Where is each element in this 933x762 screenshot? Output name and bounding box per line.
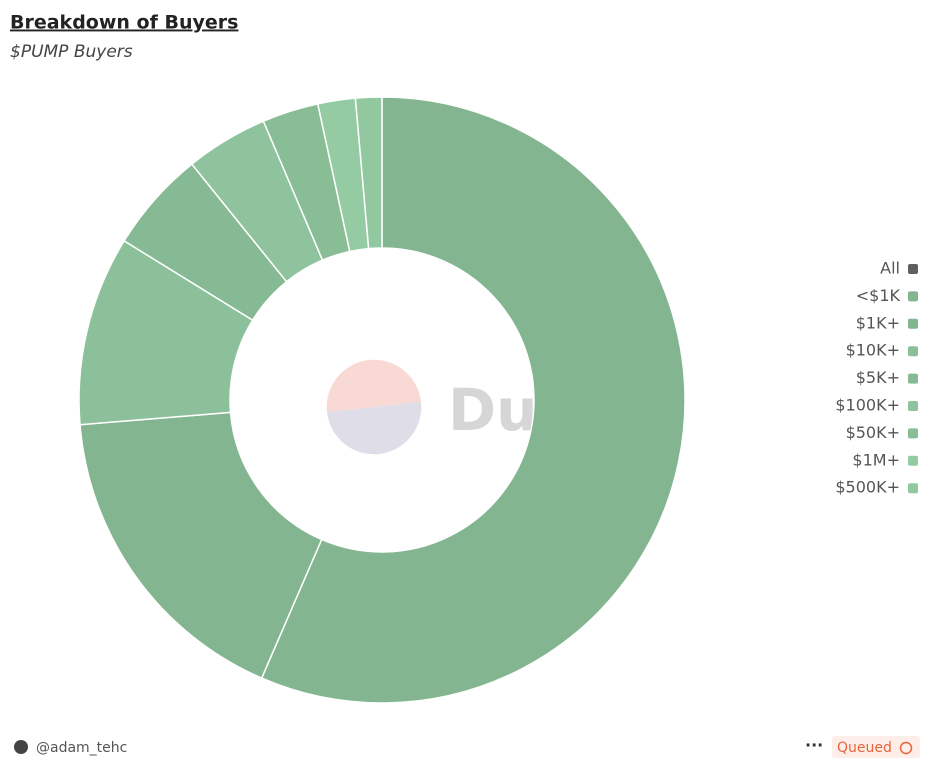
legend-swatch [908, 373, 918, 384]
legend-label[interactable]: $1M+ [852, 450, 900, 469]
status-badge [832, 736, 920, 758]
slice [79, 411, 323, 680]
legend-label[interactable]: $1K+ [856, 313, 900, 332]
author[interactable]: @adam_tehc [36, 740, 127, 756]
legend-label[interactable]: $10K+ [846, 341, 900, 360]
watermark-logo [326, 359, 422, 455]
legend-swatch [908, 401, 918, 411]
legend-swatch [908, 455, 918, 466]
avatar [14, 740, 28, 754]
chart-subtitle: $PUMP Buyers [10, 42, 133, 62]
slice [354, 96, 383, 250]
menu-button[interactable]: ··· [805, 736, 823, 755]
legend-label[interactable]: $100K+ [835, 396, 900, 415]
legend-label[interactable]: <$1K [856, 286, 901, 305]
status: Queued [837, 740, 892, 756]
legend-label[interactable]: $500K+ [835, 478, 900, 497]
status-icon [899, 741, 913, 755]
chart-title[interactable]: Breakdown of Buyers [10, 12, 238, 34]
legend-swatch [908, 264, 918, 274]
legend-swatch [908, 428, 918, 439]
legend-label[interactable]: $50K+ [846, 423, 900, 442]
legend-swatch [908, 346, 918, 357]
legend-label[interactable]: All [880, 259, 900, 278]
legend-label[interactable]: $5K+ [856, 368, 900, 387]
legend-swatch [908, 318, 918, 329]
legend-swatch [908, 291, 918, 302]
legend-swatch [908, 483, 918, 494]
slice [260, 96, 686, 704]
